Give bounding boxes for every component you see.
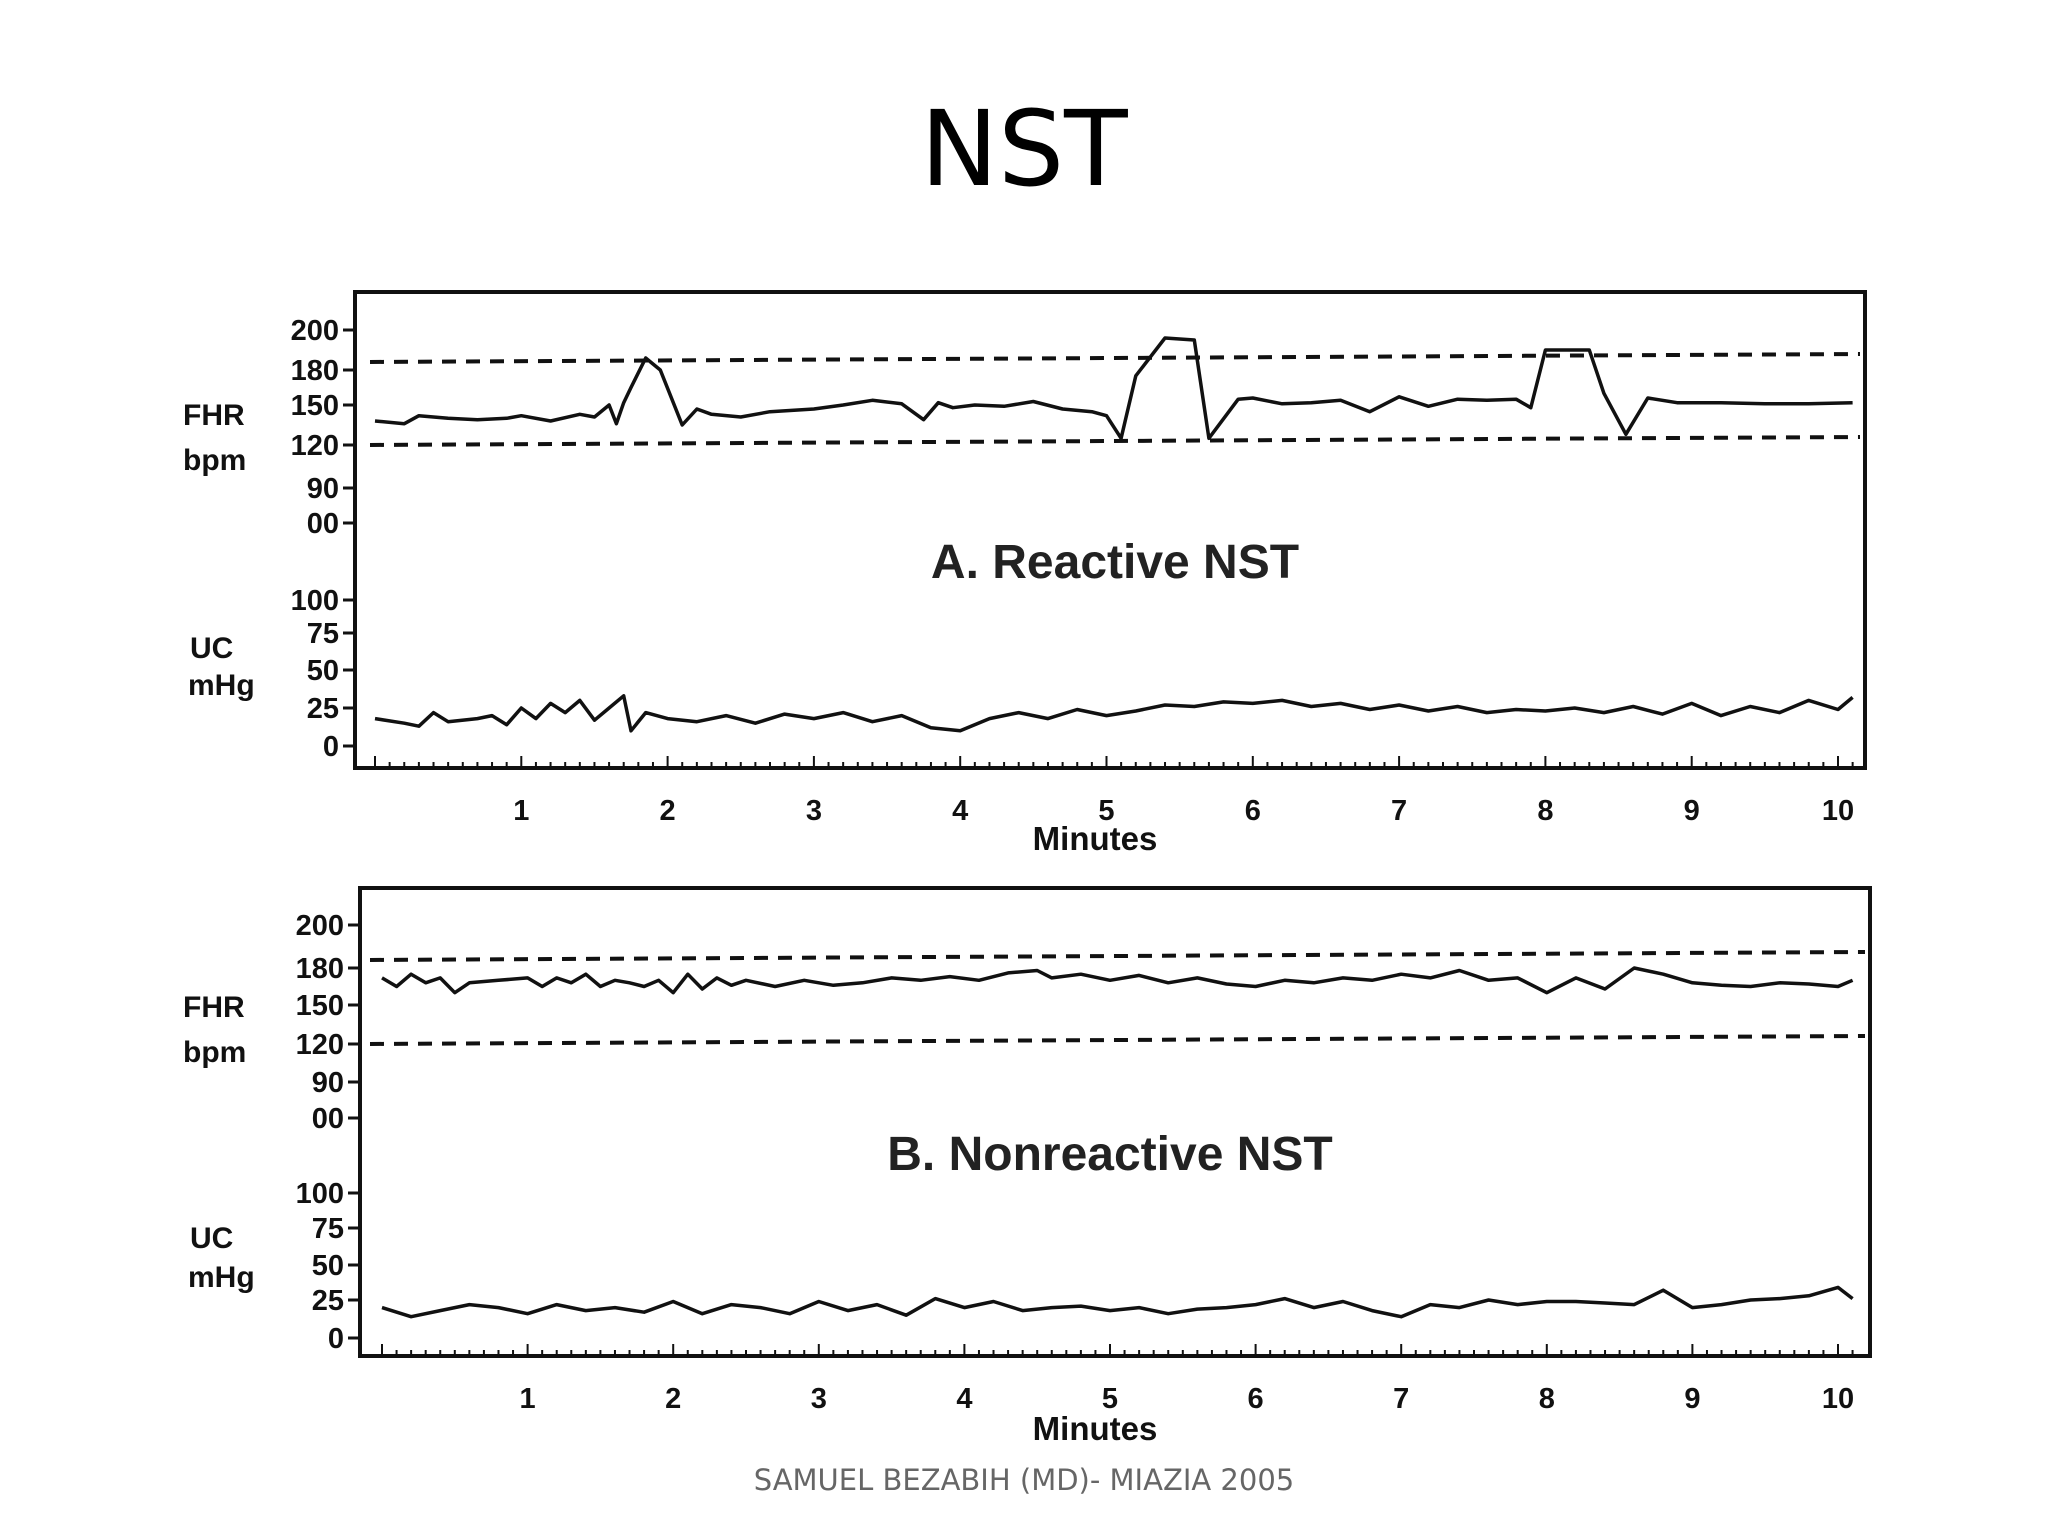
uc-axis-unit: mHg xyxy=(188,669,255,702)
uc-trace xyxy=(381,1285,1854,1319)
uc-tick-label: 50 xyxy=(312,1250,344,1282)
fhr-trace xyxy=(381,966,1854,995)
x-axis-title: Minutes xyxy=(1033,820,1158,857)
uc-tick-label: 25 xyxy=(312,1285,344,1317)
uc-tick-label: 75 xyxy=(312,1213,344,1245)
x-axis-title: Minutes xyxy=(1033,1410,1158,1447)
x-tick-label: 8 xyxy=(1539,1383,1555,1415)
fhr-tick-label: 200 xyxy=(296,910,344,942)
chart-frame xyxy=(353,290,1867,770)
reference-line-180 xyxy=(369,352,1861,364)
x-tick-label: 10 xyxy=(1822,795,1854,827)
fhr-tick-label: 120 xyxy=(291,430,339,462)
fhr-tick-label: 180 xyxy=(296,953,344,985)
x-tick-label: 1 xyxy=(520,1383,536,1415)
fhr-tick-label: 150 xyxy=(291,390,339,422)
x-tick-label: 6 xyxy=(1245,795,1261,827)
fhr-trace xyxy=(374,336,1853,441)
uc-tick-label: 0 xyxy=(328,1323,344,1355)
x-tick-label: 3 xyxy=(811,1383,827,1415)
x-tick-label: 7 xyxy=(1393,1383,1409,1415)
fhr-tick-label: 90 xyxy=(312,1067,344,1099)
chart-frame xyxy=(358,886,1872,1358)
fhr-axis-unit: bpm xyxy=(183,444,246,477)
uc-tick-label: 75 xyxy=(307,618,339,650)
uc-tick-label: 100 xyxy=(296,1178,344,1210)
x-tick-label: 3 xyxy=(806,795,822,827)
uc-tick-label: 100 xyxy=(291,585,339,617)
x-tick-label: 5 xyxy=(1098,795,1114,827)
fhr-tick-label: 90 xyxy=(307,473,339,505)
fhr-axis-unit: bpm xyxy=(183,1036,246,1069)
x-tick-label: 1 xyxy=(513,795,529,827)
x-tick-label: 7 xyxy=(1391,795,1407,827)
uc-tick-label: 50 xyxy=(307,655,339,687)
fhr-tick-label: 200 xyxy=(291,315,339,347)
x-tick-label: 10 xyxy=(1822,1383,1854,1415)
panel-label: A. Reactive NST xyxy=(931,536,1299,589)
x-tick-label: 4 xyxy=(956,1383,972,1415)
reference-line-180 xyxy=(369,950,1866,962)
x-tick-label: 4 xyxy=(952,795,968,827)
uc-tick-label: 25 xyxy=(307,693,339,725)
x-tick-label: 8 xyxy=(1537,795,1553,827)
fhr-tick-label: 00 xyxy=(307,508,339,540)
uc-axis-name: UC xyxy=(190,632,233,665)
fhr-tick-label: 180 xyxy=(291,355,339,387)
panel-label: B. Nonreactive NST xyxy=(887,1128,1332,1181)
uc-tick-label: 0 xyxy=(323,731,339,763)
x-tick-label: 2 xyxy=(660,795,676,827)
slide-footer: SAMUEL BEZABIH (MD)- MIAZIA 2005 xyxy=(753,1463,1295,1497)
fhr-tick-label: 150 xyxy=(296,990,344,1022)
uc-axis-name: UC xyxy=(190,1222,233,1255)
slide-title: NST xyxy=(920,88,1128,210)
x-tick-label: 6 xyxy=(1248,1383,1264,1415)
fhr-tick-label: 120 xyxy=(296,1029,344,1061)
uc-trace xyxy=(374,694,1854,733)
x-tick-label: 9 xyxy=(1684,795,1700,827)
uc-axis-unit: mHg xyxy=(188,1261,255,1294)
fhr-axis-name: FHR xyxy=(183,399,245,432)
fhr-axis-name: FHR xyxy=(183,991,245,1024)
fhr-tick-label: 00 xyxy=(312,1103,344,1135)
reference-line-120 xyxy=(369,435,1861,447)
x-tick-label: 9 xyxy=(1684,1383,1700,1415)
x-tick-label: 2 xyxy=(665,1383,681,1415)
reference-line-120 xyxy=(369,1034,1866,1046)
x-tick-label: 5 xyxy=(1102,1383,1118,1415)
